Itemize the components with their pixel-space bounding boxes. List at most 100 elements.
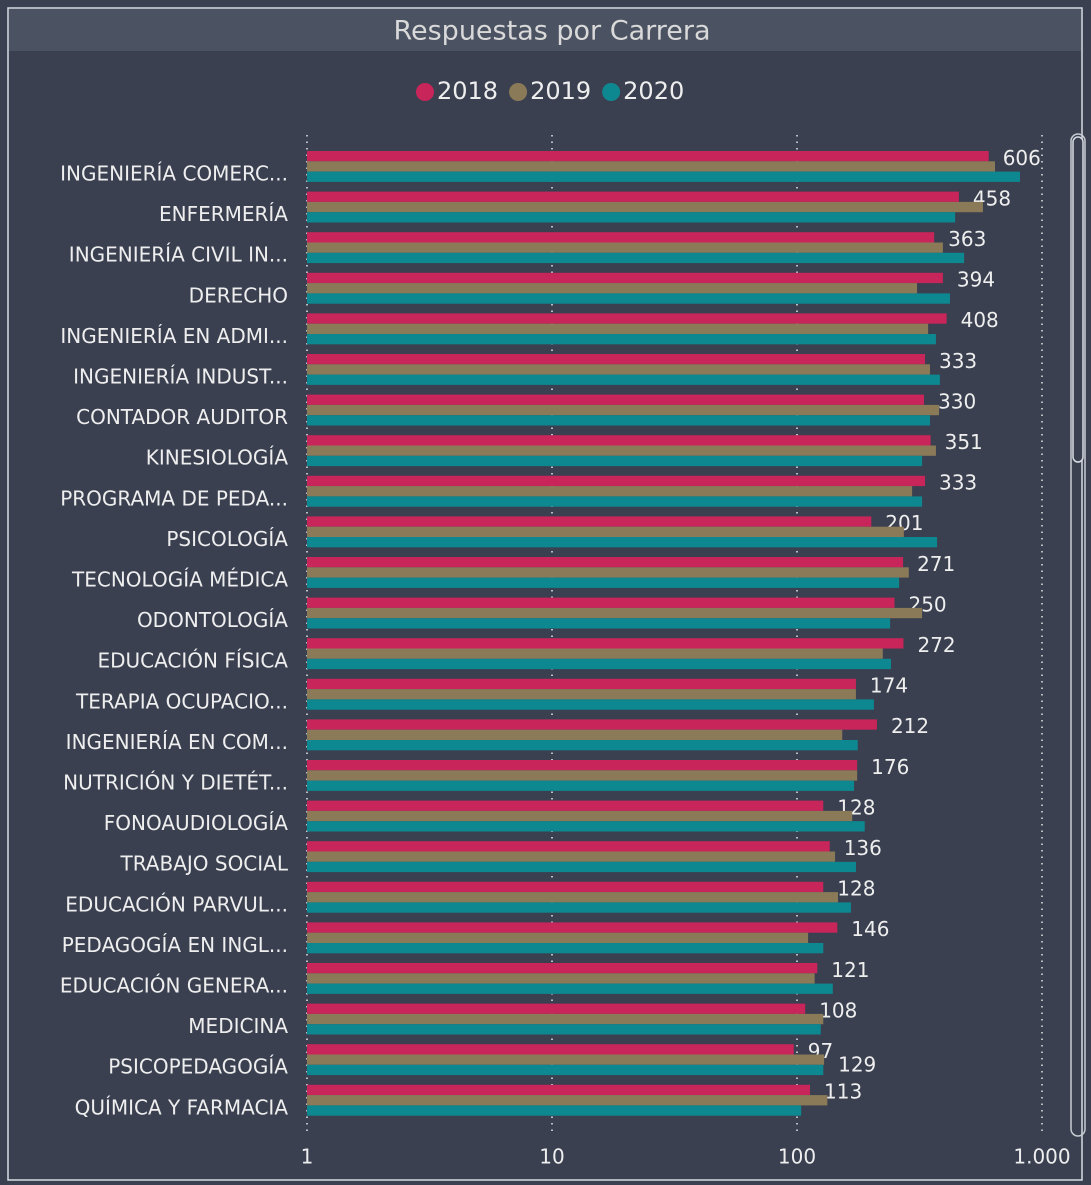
bar (307, 394, 925, 405)
bar (307, 618, 891, 629)
bar (307, 983, 833, 994)
bar (307, 881, 824, 893)
data-label: 333 (939, 349, 977, 373)
chart-title: Respuestas por Carrera (393, 16, 710, 47)
bar (307, 1095, 828, 1106)
bar (307, 577, 900, 588)
bar (307, 283, 918, 294)
bar (307, 212, 956, 223)
bar (307, 851, 836, 862)
bar (307, 557, 904, 568)
bar (307, 963, 818, 974)
x-tick-label: 1.000 (1013, 1145, 1070, 1169)
y-tick-label: INGENIERÍA COMERC... (60, 162, 288, 186)
bar (307, 922, 838, 933)
x-tick-label: 100 (778, 1145, 816, 1169)
y-tick-label: EDUCACIÓN PARVUL... (65, 892, 288, 916)
bar (307, 740, 858, 751)
y-tick-label: TERAPIA OCUPACIO... (75, 689, 288, 713)
x-tick-label: 1 (301, 1145, 314, 1169)
bar (307, 445, 936, 456)
data-label: 146 (851, 917, 889, 941)
legend-marker (602, 83, 621, 101)
y-tick-label: ENFERMERÍA (159, 202, 288, 226)
y-tick-label: INGENIERÍA EN ADMI... (60, 324, 288, 348)
bar (307, 719, 877, 730)
bar (307, 415, 930, 426)
bar (307, 760, 858, 771)
bar (307, 1105, 802, 1116)
bar (307, 607, 923, 619)
bar (307, 678, 856, 690)
y-tick-label: TRABAJO SOCIAL (119, 852, 288, 876)
bar (307, 821, 865, 832)
scrollbar-thumb[interactable] (1072, 136, 1084, 463)
bar (307, 334, 936, 345)
bar (307, 770, 858, 781)
bar (307, 861, 856, 873)
data-label: 176 (871, 755, 909, 779)
y-tick-label: TECNOLOGÍA MÉDICA (71, 568, 288, 592)
legend-marker (509, 83, 528, 101)
bar (307, 1064, 824, 1076)
bar (307, 475, 925, 487)
data-label: 330 (938, 389, 976, 413)
bar (307, 800, 824, 811)
data-label: 108 (819, 998, 857, 1022)
y-tick-label: PSICOPEDAGOGÍA (108, 1055, 288, 1079)
bar (307, 252, 965, 264)
data-label: 606 (1003, 146, 1041, 170)
data-label: 351 (945, 430, 983, 454)
data-label: 121 (831, 958, 869, 982)
y-tick-label: DERECHO (189, 283, 288, 307)
legend-marker (416, 83, 434, 101)
data-label: 174 (870, 674, 908, 698)
bar (307, 455, 923, 467)
bar (307, 323, 929, 334)
y-tick-label: PSICOLOGÍA (166, 527, 288, 551)
bar (307, 201, 983, 213)
y-tick-label: PEDAGOGÍA EN INGL... (62, 933, 288, 957)
bar (307, 242, 943, 253)
data-label: 113 (824, 1080, 862, 1104)
bar (307, 699, 874, 710)
data-label: 212 (891, 714, 929, 738)
bar (307, 496, 923, 507)
bar (307, 364, 930, 375)
bar (307, 973, 815, 984)
y-tick-label: ODONTOLOGÍA (137, 608, 288, 632)
bar (307, 729, 843, 740)
bar (307, 293, 950, 304)
legend-label: 2020 (623, 77, 684, 105)
data-label: 363 (948, 227, 986, 251)
y-tick-label: INGENIERÍA CIVIL IN... (69, 243, 288, 267)
y-tick-label: PROGRAMA DE PEDA... (60, 486, 288, 510)
bar (307, 191, 959, 202)
bar (307, 161, 996, 172)
bar (307, 638, 904, 649)
bar (307, 232, 935, 243)
y-tick-label: FONOAUDIOLOGÍA (104, 811, 289, 835)
bar (307, 932, 809, 943)
y-tick-label: QUÍMICA Y FARMACIA (75, 1095, 289, 1119)
data-label: 333 (939, 471, 977, 495)
bar (307, 902, 851, 913)
bar (307, 354, 925, 365)
data-label: 129 (838, 1052, 876, 1076)
y-tick-label: INGENIERÍA INDUST... (73, 365, 288, 389)
scrollbar-track[interactable] (1070, 133, 1086, 1137)
y-tick-label: EDUCACIÓN GENERA... (60, 974, 288, 998)
bar (307, 151, 989, 162)
bar (307, 1024, 821, 1035)
bar (307, 1044, 794, 1055)
y-tick-label: CONTADOR AUDITOR (76, 405, 288, 429)
bar (307, 567, 909, 578)
bar (307, 516, 872, 527)
bar (307, 272, 943, 284)
bar (307, 1084, 811, 1096)
bar (307, 1003, 806, 1014)
bar (307, 780, 855, 791)
y-tick-label: NUTRICIÓN Y DIETÉT... (63, 771, 288, 795)
bar (307, 648, 883, 659)
bar (307, 943, 824, 954)
